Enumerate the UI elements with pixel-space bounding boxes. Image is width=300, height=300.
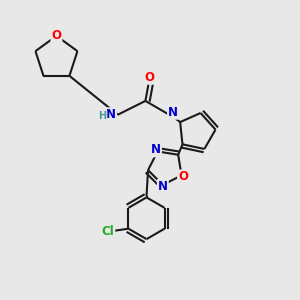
Text: O: O (178, 170, 188, 183)
Text: N: N (106, 108, 116, 121)
Text: Cl: Cl (101, 225, 114, 238)
Text: N: N (158, 180, 168, 193)
Text: O: O (144, 71, 154, 84)
Text: N: N (168, 106, 178, 119)
Text: N: N (151, 143, 161, 156)
Text: O: O (52, 29, 61, 42)
Text: H: H (98, 111, 106, 121)
